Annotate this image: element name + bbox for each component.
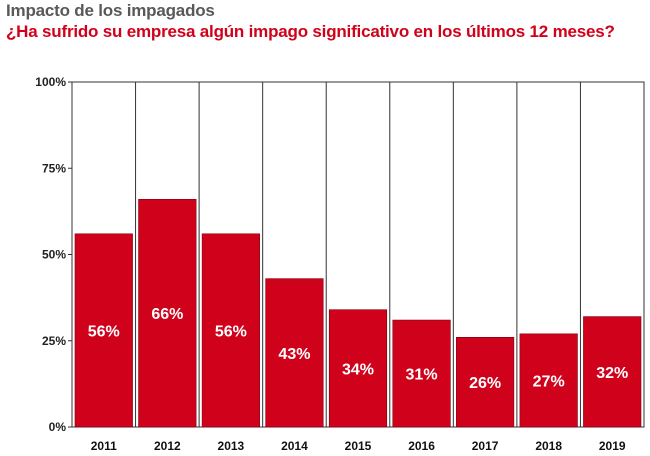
x-tick-label: 2014 (281, 439, 308, 453)
x-tick-label: 2016 (408, 439, 435, 453)
data-label: 43% (278, 346, 310, 363)
data-label: 31% (406, 367, 438, 384)
bar[interactable] (201, 233, 260, 428)
chart-subtitle: ¿Ha sufrido su empresa algún impago sign… (6, 22, 615, 41)
y-tick-label: 100% (35, 75, 66, 89)
y-tick-label: 50% (42, 248, 66, 262)
data-label: 26% (469, 375, 501, 392)
x-tick-label: 2012 (154, 439, 181, 453)
bar[interactable] (328, 309, 388, 428)
bar[interactable] (265, 278, 324, 428)
bar[interactable] (456, 336, 515, 428)
bar[interactable] (392, 319, 451, 428)
x-tick-label: 2018 (535, 439, 562, 453)
x-tick-label: 2019 (599, 439, 626, 453)
bar[interactable] (583, 316, 642, 428)
data-label: 34% (342, 361, 374, 378)
y-tick-label: 0% (49, 420, 67, 434)
data-label: 56% (215, 323, 247, 340)
bar[interactable] (138, 199, 197, 428)
y-tick-label: 75% (42, 161, 66, 175)
data-label: 66% (151, 306, 183, 323)
y-tick-label: 25% (42, 334, 66, 348)
data-label: 27% (533, 373, 565, 390)
data-label: 56% (88, 323, 120, 340)
x-tick-label: 2011 (91, 439, 117, 453)
chart-title: Impacto de los impagados (6, 1, 215, 20)
bar[interactable] (519, 333, 578, 428)
x-tick-label: 2015 (345, 439, 372, 453)
bar[interactable] (74, 233, 133, 428)
x-tick-label: 2013 (218, 439, 245, 453)
x-tick-label: 2017 (472, 439, 499, 453)
data-label: 32% (596, 365, 628, 382)
